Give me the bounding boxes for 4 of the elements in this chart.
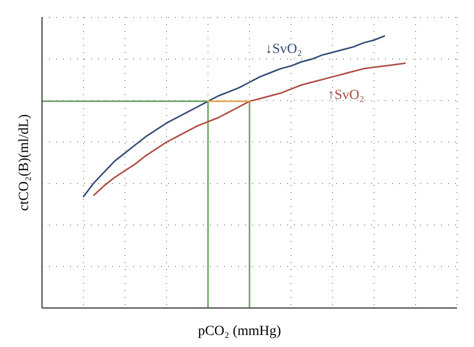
series-label: ↑SvO₂: [328, 88, 364, 103]
x-axis-title: pCO₂ (mmHg): [198, 324, 282, 339]
series-label: ↓SvO₂: [265, 42, 302, 57]
y-axis-title: ctCO₂(B)(ml/dL): [17, 114, 32, 211]
